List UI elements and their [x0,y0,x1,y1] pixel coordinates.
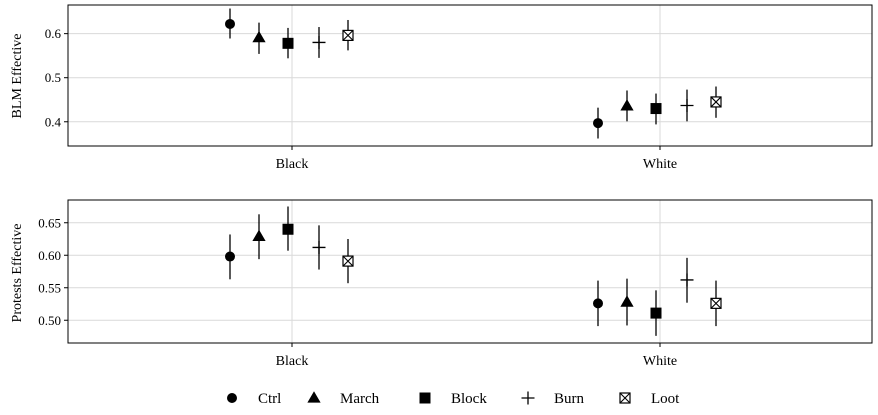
plot-frame [67,199,873,344]
legend-marker-loot [619,392,631,404]
legend-label: Ctrl [258,391,281,407]
y-tick-label: 0.65 [38,215,61,230]
legend-marker-ctrl [227,393,237,403]
legend-label: March [340,391,380,407]
point-loot-white [710,96,722,108]
legend-marker-march [307,391,321,403]
point-block-white [650,307,662,319]
point-ctrl-white [593,298,603,309]
point-ctrl-white [593,118,603,129]
point-block-white [650,103,662,115]
point-block-black [282,223,294,235]
legend-marker-block [419,392,431,404]
legend-item-loot: Loot [619,391,680,407]
point-loot-black [342,255,354,267]
legend-item-block: Block [419,391,487,407]
panel-blm-effective: BLM Effective [10,34,25,119]
point-burn-white [680,98,694,112]
legend: Ctrl March Block Burn Loot [227,391,680,407]
point-burn-black [312,35,326,49]
y-tick-label: 0.55 [38,280,61,295]
legend-label: Loot [651,391,680,407]
legend-item-ctrl: Ctrl [227,391,281,407]
point-march-white [620,99,634,111]
y-tick-label: 0.4 [45,114,62,129]
point-burn-white [680,273,694,287]
y-tick-label: 0.5 [45,70,61,85]
legend-label: Block [451,391,487,407]
legend-item-march: March [307,391,380,407]
point-loot-white [710,297,722,309]
y-axis-label-protests: Protests Effective [10,224,25,323]
point-block-black [282,37,294,49]
point-loot-black [342,29,354,42]
legend-label: Burn [554,391,585,407]
legend-item-burn: Burn [521,391,585,407]
x-tick-label: White [643,354,677,369]
point-ctrl-black [225,251,235,262]
point-march-white [620,295,634,307]
point-march-black [252,229,266,242]
y-tick-label: 0.6 [45,26,62,41]
point-ctrl-black [225,18,235,29]
plot-frame [67,4,873,147]
x-tick-label: Black [276,354,309,369]
y-tick-label: 0.50 [38,313,61,328]
point-burn-black [312,240,326,254]
y-axis-label-blm: BLM Effective [10,34,25,119]
point-march-black [252,30,266,43]
legend-marker-burn [521,391,535,405]
x-tick-label: Black [276,157,309,172]
x-tick-label: White [643,157,677,172]
plot-areas: 0.4 0.5 0.6 Black White 0.50 0.55 0.60 0.65 Black… [38,4,873,369]
y-tick-label: 0.60 [38,248,61,263]
panel-protests-effective: Protests Effective [10,224,25,323]
plot-area-1: 0.50 0.55 0.60 0.65 Black White [38,199,873,369]
plot-area-0: 0.4 0.5 0.6 Black White [45,4,873,172]
